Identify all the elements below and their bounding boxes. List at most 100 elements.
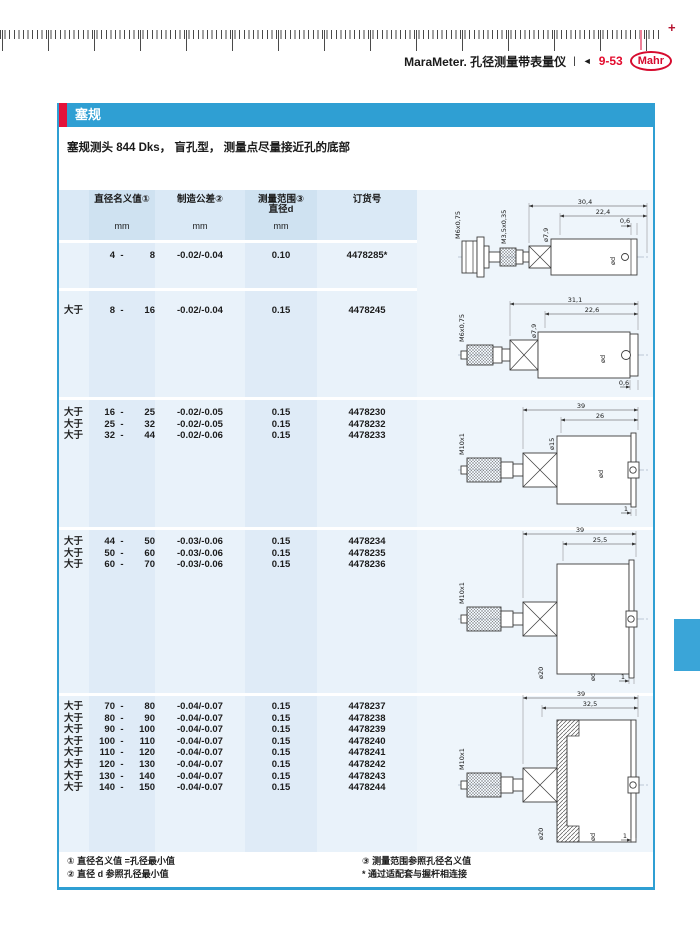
cell-to: 16 [144,305,155,316]
cell-qualifier: 大于 [64,547,84,559]
cell-from: 110 [99,747,115,759]
dim-label: M10x1 [458,748,466,770]
row-group: 大于 44 - 50 -0.03/-0.06 0.15 4478234 大于 5… [59,530,417,571]
cell-dash: - [120,418,124,430]
dim-label: 39 [576,526,584,534]
red-registration-tick [640,30,642,50]
cell-tolerance: -0.04/-0.07 [177,782,223,794]
cell-from: 32 [104,430,115,442]
cell-qualifier: 大于 [64,747,84,759]
cell-to: 32 [144,418,155,430]
table-row: 大于 140 - 150 -0.04/-0.07 0.15 4478244 [59,782,417,794]
cell-range: 0.15 [271,782,291,794]
cell-range: 0.15 [271,724,291,736]
row-separator [59,288,417,291]
technical-drawing-844dks-16-44: 39 26 M10x1 ø15 ød 1 [455,400,653,518]
cell-tolerance: -0.02/-0.05 [177,418,223,430]
row-group: 大于 16 - 25 -0.02/-0.05 0.15 4478230 大于 2… [59,400,417,442]
cell-qualifier: 大于 [64,758,84,770]
cell-qualifier: 大于 [64,701,84,712]
gauge-outline [460,331,639,379]
cell-range: 0.10 [271,250,291,261]
footnote-2: ② 直径 d 参照孔径最小值 [67,869,169,879]
cell-range: 0.15 [271,758,291,770]
header-separator: | [573,55,576,67]
section-title: 塞规 [75,107,102,122]
cell-to: 100 [139,724,155,736]
cell-range: 0.15 [271,547,291,559]
cell-range: 0.15 [271,536,291,547]
cell-dash: - [120,758,124,770]
column-stripe [89,190,155,852]
cell-range: 0.15 [271,770,291,782]
cell-qualifier: 大于 [64,559,84,571]
table-header [59,190,417,240]
column-stripe [317,190,417,852]
cell-order-no: 4478234 [348,536,386,547]
dim-label: M6x0,75 [458,314,466,342]
dim-label: ød [599,355,607,363]
cell-tolerance: -0.02/-0.04 [177,305,223,316]
cell-to: 140 [139,770,155,782]
cell-order-no: 4478242 [348,758,386,770]
cell-order-no: 4478233 [348,430,386,442]
cell-from: 50 [104,547,115,559]
dim-label: 1 [623,832,627,840]
row-separator [59,693,653,696]
cell-dash: - [120,547,124,559]
dimensions: 30,4 22,4 0,6 M6x0,75 M3,5x0,35 ø7,9 ød [455,198,648,265]
table-row: 大于 44 - 50 -0.03/-0.06 0.15 4478234 [59,536,417,548]
row-group: 大于 70 - 80 -0.04/-0.07 0.15 4478237 大于 8… [59,696,417,794]
cell-tolerance: -0.04/-0.07 [177,735,223,747]
column-stripe [155,190,245,852]
dim-label: 25,5 [593,536,607,544]
cell-order-no: 4478236 [348,559,386,571]
cell-tolerance: -0.02/-0.06 [177,430,223,442]
technical-drawing-844dks-8-16: 31,1 22,6 M6x0,75 ø7,9 ød 0,6 [455,293,653,395]
col-label: 制造公差② [176,194,224,205]
table-row: 大于 16 - 25 -0.02/-0.05 0.15 4478230 [59,407,417,419]
row-separator [59,527,653,530]
cell-range: 0.15 [271,747,291,759]
cell-dash: - [120,735,124,747]
col-label: 订货号 [352,194,382,205]
cell-range: 0.15 [271,305,291,316]
row-separator [59,240,417,243]
header-stripe [245,190,317,240]
cell-qualifier: 大于 [64,536,84,547]
product-table: 直径名义值① mm 制造公差② mm 测量范围③ 直径d mm 订货号 [59,190,653,852]
table-row: 大于 8 - 16 -0.02/-0.04 0.15 4478245 [59,305,417,317]
cell-order-no: 4478245 [348,305,386,316]
dim-label: M10x1 [458,582,466,604]
col-unit: mm [273,221,289,231]
gauge-outline [461,236,638,278]
cell-from: 120 [99,758,115,770]
cell-from: 90 [104,724,115,736]
cell-from: 4 [109,250,115,261]
table-row: 大于 50 - 60 -0.03/-0.06 0.15 4478235 [59,548,417,560]
product-line-title: MaraMeter. 孔径测量带表量仪 [404,54,567,69]
col-label: 测量范围③ 直径d [245,195,317,215]
chapter-tab [674,619,700,671]
cell-range: 0.15 [271,559,291,571]
header-stripe [155,190,245,240]
table-row: 大于 130 - 140 -0.04/-0.07 0.15 4478243 [59,771,417,783]
cell-dash: - [120,305,124,316]
cell-tolerance: -0.03/-0.06 [177,536,223,547]
cell-qualifier: 大于 [64,724,84,736]
cell-from: 70 [104,701,115,712]
page-header: MaraMeter. 孔径测量带表量仪 | ◄ 9-53 Mahr [404,51,672,71]
cell-dash: - [120,430,124,442]
gauge-outline [460,432,640,508]
dim-label: M6x0,75 [455,211,462,239]
dim-label: 39 [577,402,585,410]
cell-to: 150 [139,782,155,794]
cell-to: 80 [144,701,155,712]
cell-tolerance: -0.04/-0.07 [177,712,223,724]
cell-dash: - [120,701,124,712]
table-row: 大于 32 - 44 -0.02/-0.06 0.15 4478233 [59,430,417,442]
cell-tolerance: -0.04/-0.07 [177,758,223,770]
cell-qualifier [59,250,89,262]
cell-to: 130 [139,758,155,770]
col-unit: mm [192,221,208,231]
